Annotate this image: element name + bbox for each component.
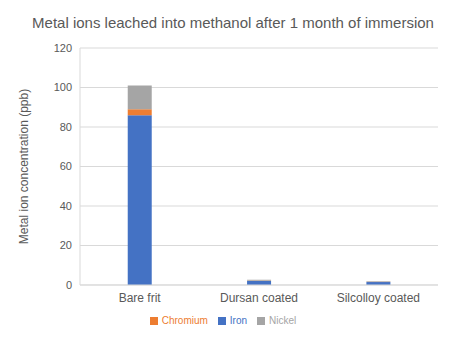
svg-text:0: 0 [66, 279, 72, 291]
svg-text:Metal ion concentration (ppb): Metal ion concentration (ppb) [17, 89, 31, 244]
svg-text:60: 60 [60, 160, 72, 172]
svg-text:Bare frit: Bare frit [119, 291, 162, 305]
html-text:Nickel: Nickel [269, 315, 297, 326]
html-text:Metal ions leached into methan: Metal ions leached into methanol after 1… [32, 14, 434, 31]
svg-text:120: 120 [54, 42, 72, 54]
svg-text:Dursan coated: Dursan coated [220, 291, 298, 305]
html-text:Iron: Iron [229, 315, 248, 326]
html-text:Chromium: Chromium [161, 315, 208, 326]
svg-text:40: 40 [60, 200, 72, 212]
svg-text:20: 20 [60, 239, 72, 251]
svg-text:Silcolloy coated: Silcolloy coated [337, 291, 420, 305]
svg-text:100: 100 [54, 81, 72, 93]
svg-text:80: 80 [60, 121, 72, 133]
